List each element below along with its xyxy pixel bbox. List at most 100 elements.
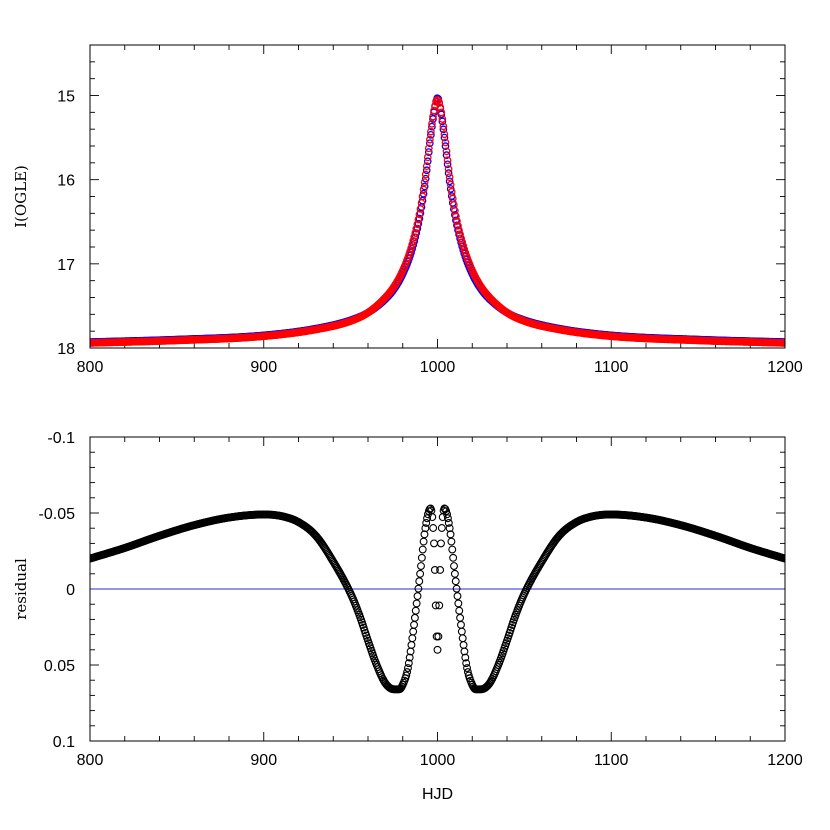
data-point	[417, 562, 425, 570]
data-point	[441, 142, 450, 150]
data-point	[417, 199, 426, 207]
data-point	[420, 178, 429, 187]
data-point	[456, 613, 465, 622]
data-point	[463, 664, 471, 672]
data-point	[422, 166, 431, 175]
series-0	[90, 504, 785, 694]
data-point	[420, 530, 429, 539]
data-point	[425, 505, 434, 514]
data-point	[484, 680, 493, 689]
y-tick-label: 0	[66, 582, 75, 599]
data-point	[415, 210, 424, 219]
plot-frame	[89, 44, 786, 349]
data-point	[451, 577, 460, 586]
data-point	[423, 153, 432, 162]
data-point	[457, 234, 465, 243]
data-point	[412, 224, 421, 233]
data-point	[454, 221, 462, 230]
data-point	[435, 99, 444, 107]
data-point	[410, 613, 419, 622]
light-curve-panel: 800 900 1000 1100 1200 15 16 17 18 I(OGLE)	[12, 44, 803, 376]
x-tick-label: 1200	[767, 752, 803, 769]
data-point	[396, 685, 405, 693]
data-point	[430, 566, 439, 574]
data-point	[403, 668, 412, 677]
data-point	[453, 592, 462, 601]
data-point	[446, 180, 455, 189]
x-tick-label: 1000	[420, 359, 456, 376]
y-tick-label: 17	[57, 257, 75, 274]
data-point	[402, 671, 411, 680]
data-point	[457, 627, 466, 636]
y-axis-label: I(OGLE)	[12, 165, 30, 228]
y-tick-label: 0.05	[44, 658, 75, 675]
data-point	[419, 185, 428, 194]
data-point	[442, 151, 451, 159]
data-point	[407, 641, 416, 649]
data-point	[433, 645, 442, 654]
data-point	[427, 131, 435, 139]
data-point	[450, 569, 459, 578]
y-axis-label: residual	[12, 558, 30, 620]
x-tick-label: 800	[77, 752, 104, 769]
data-point	[418, 192, 427, 201]
data-point	[405, 653, 414, 662]
data-point	[454, 599, 463, 608]
data-point	[407, 244, 415, 253]
data-point	[435, 601, 444, 610]
data-point	[423, 157, 432, 166]
data-point	[439, 122, 448, 131]
data-point	[450, 562, 458, 570]
series-0	[90, 94, 785, 346]
data-point	[434, 632, 443, 641]
data-point	[459, 641, 468, 649]
x-tick-label: 1100	[594, 752, 629, 769]
data-point	[445, 177, 454, 186]
y-tick-label: -0.1	[47, 430, 75, 447]
data-point	[448, 545, 457, 554]
data-point	[421, 174, 430, 183]
data-point	[409, 237, 418, 245]
data-point	[452, 584, 461, 593]
data-point	[462, 659, 471, 668]
data-point	[455, 606, 464, 615]
data-point	[418, 545, 427, 554]
data-point	[426, 135, 434, 144]
data-point	[443, 160, 452, 169]
data-point	[413, 220, 422, 229]
data-point	[441, 138, 450, 147]
data-point	[424, 144, 433, 153]
data-point	[428, 119, 436, 128]
data-point	[451, 206, 459, 215]
data-point	[459, 241, 468, 250]
data-point	[414, 584, 423, 593]
data-point	[426, 139, 434, 148]
y-tick-label: 0.1	[53, 734, 75, 751]
data-point	[421, 170, 430, 179]
data-point	[410, 233, 419, 241]
data-point	[439, 125, 448, 134]
data-point	[429, 524, 438, 532]
data-point	[440, 130, 449, 139]
data-point	[458, 238, 467, 246]
data-point	[443, 514, 452, 523]
y-tick-label: 18	[57, 341, 75, 358]
ticks	[89, 44, 786, 349]
data-point	[780, 339, 785, 347]
data-point	[443, 156, 452, 165]
data-point	[437, 539, 445, 548]
data-point	[430, 106, 438, 115]
data-point	[460, 647, 469, 656]
residual-panel: 800 900 1000 1100 1200 -0.1 -0.05 0 0.05 0.1 resid…	[12, 430, 803, 803]
data-point	[445, 173, 454, 181]
data-point	[442, 507, 451, 516]
data-point	[452, 212, 460, 221]
data-point	[424, 148, 433, 156]
data-point	[416, 569, 425, 578]
data-point	[421, 524, 430, 533]
data-point	[404, 659, 413, 668]
x-tick-label: 1100	[594, 359, 629, 376]
data-point	[443, 510, 452, 519]
data-point	[444, 165, 453, 173]
